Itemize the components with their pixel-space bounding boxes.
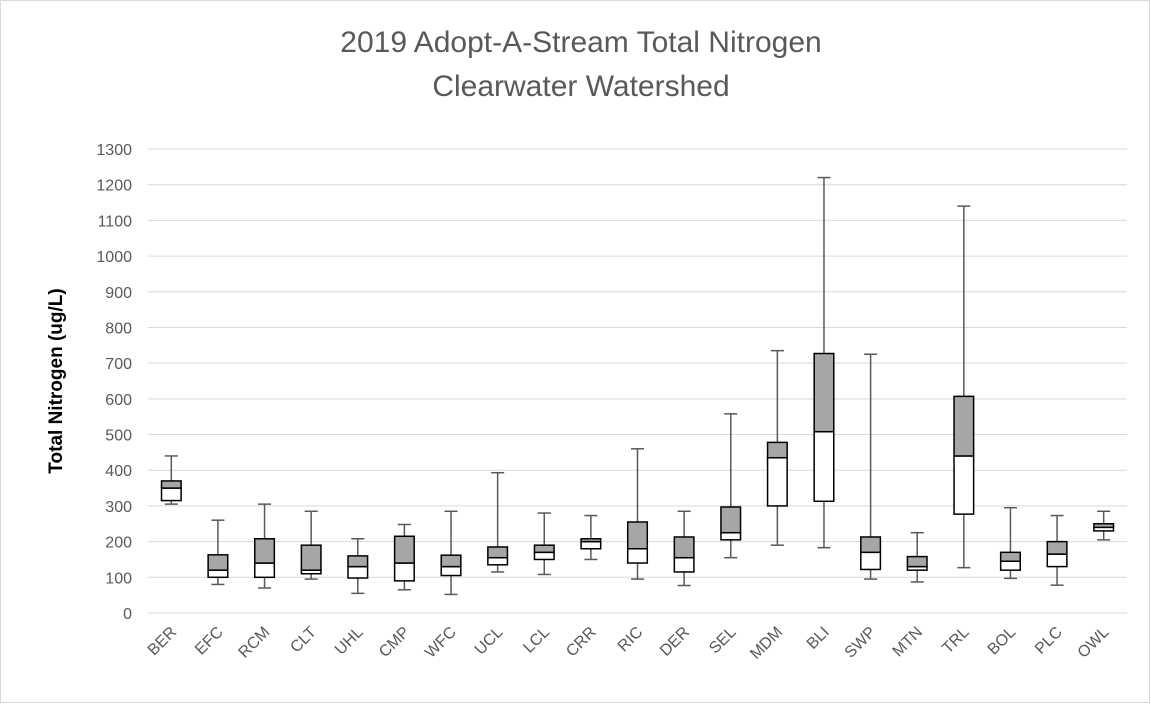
box-lower (254, 562, 276, 579)
y-tick-label: 300 (105, 499, 132, 516)
box-upper (860, 536, 882, 554)
box-upper (720, 506, 742, 534)
box-lower (160, 487, 182, 502)
y-axis-label: Total Nitrogen (ug/L) (46, 288, 67, 473)
box-lower (860, 551, 882, 571)
box-upper (953, 395, 975, 457)
box-upper (766, 441, 788, 459)
box-lower (673, 556, 695, 573)
box-upper (1046, 540, 1068, 555)
box-lower (487, 556, 509, 566)
y-tick-label: 900 (105, 285, 132, 302)
box-upper (393, 535, 415, 564)
box-upper (440, 554, 462, 568)
box-lower (813, 430, 835, 503)
box-lower (580, 540, 602, 550)
y-tick-label: 200 (105, 535, 132, 552)
box-lower (207, 569, 229, 579)
y-tick-label: 1000 (96, 249, 132, 266)
y-tick-label: 700 (105, 356, 132, 373)
box-lower (1046, 553, 1068, 568)
y-tick-label: 1200 (96, 178, 132, 195)
box-upper (254, 538, 276, 564)
box-upper (487, 546, 509, 559)
box-upper (207, 554, 229, 571)
box-upper (906, 555, 928, 568)
box-lower (393, 562, 415, 582)
box-upper (347, 555, 369, 568)
y-tick-label: 100 (105, 570, 132, 587)
chart-title: 2019 Adopt-A-Stream Total Nitrogen (340, 26, 821, 59)
box-upper (580, 538, 602, 543)
box-lower (953, 455, 975, 515)
box-upper (533, 544, 555, 554)
box-upper (300, 544, 322, 571)
y-tick-label: 600 (105, 392, 132, 409)
y-tick-label: 800 (105, 320, 132, 337)
box-lower (999, 560, 1021, 571)
box-upper (1093, 523, 1115, 529)
box-lower (766, 456, 788, 507)
box-upper (813, 352, 835, 433)
y-tick-label: 1300 (96, 142, 132, 159)
box-lower (720, 531, 742, 541)
box-upper (626, 521, 649, 550)
y-tick-label: 500 (105, 428, 132, 445)
box-lower (347, 565, 369, 579)
box-lower (440, 565, 462, 577)
y-tick-label: 1100 (98, 213, 133, 230)
chart-subtitle: Clearwater Watershed (432, 70, 729, 103)
box-lower (533, 551, 555, 561)
y-tick-label: 0 (123, 606, 132, 623)
box-upper (160, 480, 182, 489)
box-upper (999, 551, 1021, 562)
y-tick-label: 400 (105, 463, 132, 480)
box-upper (673, 536, 695, 559)
box-lower (626, 548, 649, 564)
